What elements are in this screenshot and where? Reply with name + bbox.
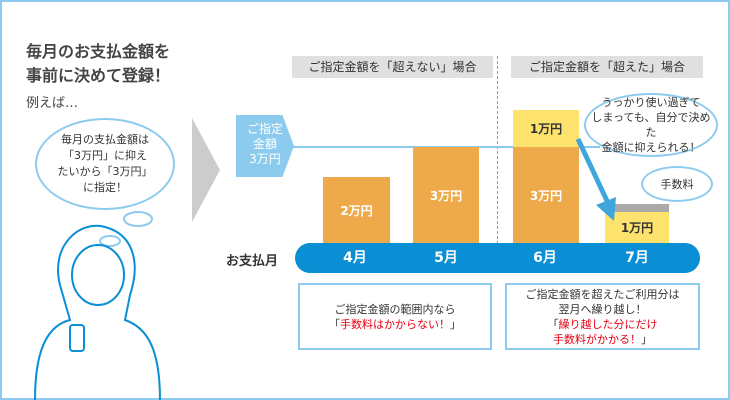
person-illustration [34,211,161,400]
note-highlight: 繰り越した分にだけ 手数料がかかる！ [553,317,658,346]
fee-bar [605,204,669,212]
bar-june: 3万円 [513,147,579,243]
note-box-over-limit: ご指定金額を超えたご利用分は 翌月へ繰り越し！ 「繰り越した分にだけ 手数料がか… [505,283,700,350]
quote-open: 「 [329,317,340,331]
quote-open: 「 [547,317,559,331]
quote-close: 」 [641,332,652,346]
month-april: 4月 [343,250,367,266]
note-text: ご指定金額の範囲内なら [334,302,456,316]
note-highlight: 手数料はかからない！ [340,317,450,331]
headline: 毎月のお支払金額を 事前に決めて登録！ [26,40,170,88]
limit-tag: ご指定 金額 3万円 [236,115,294,177]
quote-close: 」 [450,317,461,331]
bar-july-carry: 1万円 [605,212,669,243]
divider [497,56,498,244]
speech-bubble-main: うっかり使い過ぎて しまっても、自分で決めた 金額に抑えられる！ [584,93,718,157]
month-june: 6月 [533,250,557,266]
header-not-exceed: ご指定金額を「超えない」場合 [292,56,493,78]
note-text: ご指定金額を超えたご利用分は 翌月へ繰り越し！ [525,287,680,316]
month-july: 7月 [625,250,649,266]
speech-bubble-fee: 手数料 [641,166,713,202]
month-timeline [295,243,700,273]
headline-line-1: 毎月のお支払金額を [26,42,171,61]
bar-june-over: 1万円 [513,110,579,147]
month-may: 5月 [434,250,458,266]
thought-bubble: 毎月の支払金額は 「3万円」に抑え たいから「3万円」 に指定！ [35,118,175,210]
carry-over-arrow-icon [575,137,616,221]
headline-line-2: 事前に決めて登録！ [26,66,171,85]
bar-april: 2万円 [323,177,390,243]
bar-may: 3万円 [413,147,479,243]
chevron-right-icon [192,118,220,222]
payment-month-label: お支払月 [226,254,279,269]
note-box-within-limit: ご指定金額の範囲内なら 「手数料はかからない！」 [298,283,492,350]
example-label: 例えば… [26,96,79,111]
header-exceed: ご指定金額を「超えた」場合 [511,56,703,78]
